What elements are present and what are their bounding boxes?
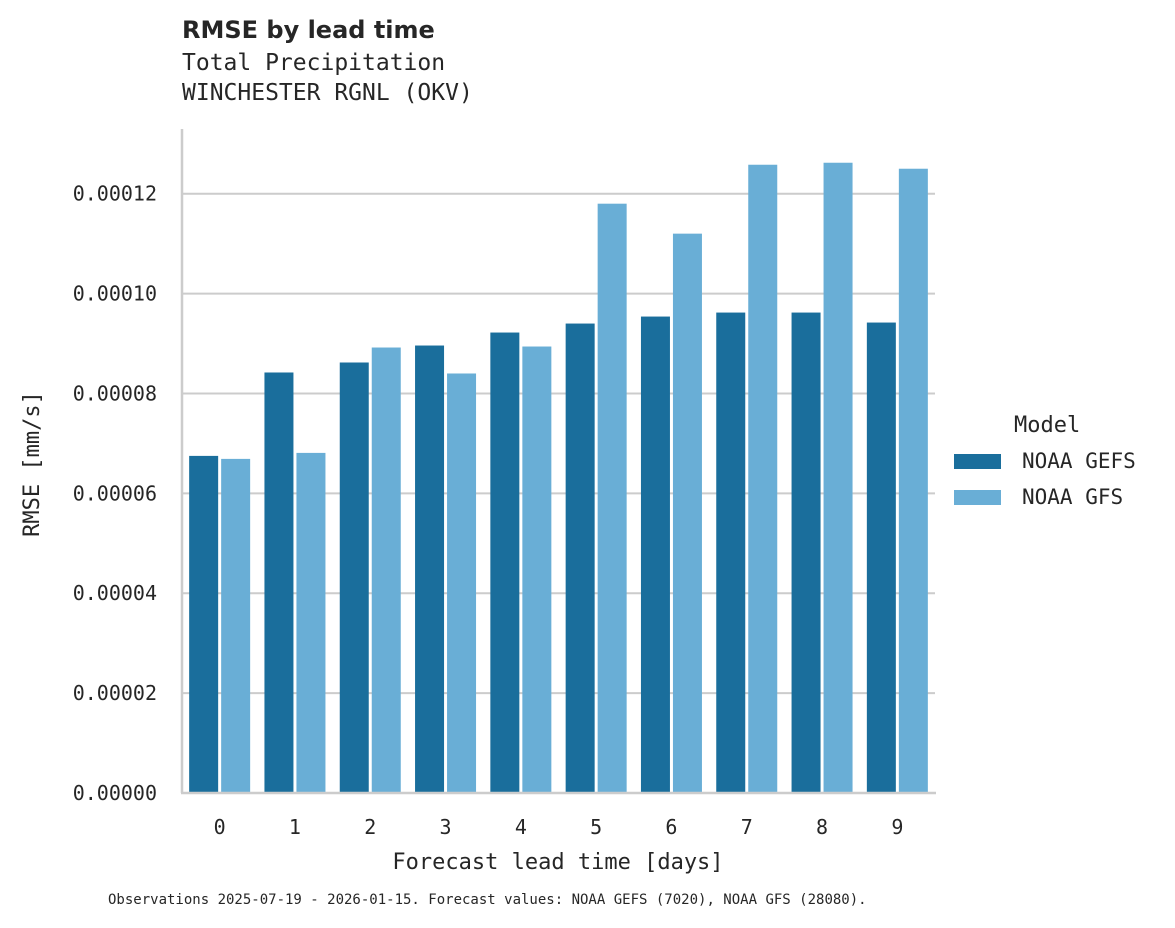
axes: [180, 129, 936, 795]
bar-gefs-0: [189, 455, 219, 793]
bar-gfs-1: [296, 452, 326, 793]
y-tick-label: 0.00008: [73, 381, 157, 405]
x-tick-labels: 0 1 2 3 4 5 6 7 8 9: [214, 815, 904, 839]
bar-gfs-2: [371, 347, 401, 793]
bar-gfs-8: [823, 162, 853, 794]
legend-label-gfs: NOAA GFS: [1022, 485, 1124, 509]
bar-gfs-0: [221, 458, 251, 793]
bar-gefs-1: [264, 372, 294, 793]
legend-swatch-gefs: [954, 453, 1001, 469]
gridlines: [182, 192, 935, 695]
bar-gefs-4: [490, 332, 520, 793]
bar-gefs-2: [339, 362, 369, 793]
x-tick-label: 0: [214, 815, 226, 839]
y-tick-label: 0.00000: [73, 781, 157, 805]
x-tick-label: 7: [741, 815, 753, 839]
y-tick-labels: 0.00000 0.00002 0.00004 0.00006 0.00008 0.000…: [73, 182, 157, 805]
legend-swatch-gfs: [954, 489, 1001, 505]
x-tick-label: 1: [289, 815, 301, 839]
bar-gfs-7: [748, 164, 778, 793]
bar-gfs-3: [447, 373, 477, 793]
bar-gefs-9: [866, 322, 896, 793]
chart-subtitle-variable: Total Precipitation: [182, 50, 446, 76]
bar-gfs-4: [522, 346, 552, 793]
bar-gefs-8: [791, 312, 821, 793]
y-tick-label: 0.00006: [73, 481, 157, 505]
chart-title: RMSE by lead time: [182, 16, 435, 44]
legend-item-gfs: NOAA GFS: [954, 485, 1123, 509]
y-tick-label: 0.00004: [73, 581, 157, 605]
bar-gefs-7: [716, 312, 746, 793]
legend-item-gefs: NOAA GEFS: [954, 449, 1136, 473]
bar-gfs-5: [597, 203, 627, 793]
legend-title: Model: [1014, 413, 1081, 438]
x-tick-label: 2: [364, 815, 376, 839]
chart-subtitle-station: WINCHESTER RGNL (OKV): [182, 80, 473, 106]
x-axis-label: Forecast lead time [days]: [392, 850, 723, 875]
y-tick-label: 0.00010: [73, 282, 157, 306]
chart-caption: Observations 2025-07-19 - 2026-01-15. Fo…: [108, 892, 867, 908]
x-tick-label: 6: [665, 815, 677, 839]
x-tick-label: 5: [590, 815, 602, 839]
x-tick-label: 4: [515, 815, 527, 839]
y-tick-label: 0.00002: [73, 681, 157, 705]
bar-gefs-6: [640, 316, 670, 793]
bars: [189, 162, 928, 794]
bar-gfs-6: [672, 233, 702, 794]
bar-gefs-3: [415, 345, 445, 793]
legend-label-gefs: NOAA GEFS: [1022, 449, 1136, 473]
y-axis-label: RMSE [mm/s]: [20, 391, 45, 537]
bar-gefs-5: [565, 323, 595, 793]
x-tick-label: 9: [891, 815, 903, 839]
bar-gfs-9: [898, 168, 928, 793]
x-tick-label: 8: [816, 815, 828, 839]
x-tick-label: 3: [440, 815, 452, 839]
y-tick-label: 0.00012: [73, 182, 157, 206]
